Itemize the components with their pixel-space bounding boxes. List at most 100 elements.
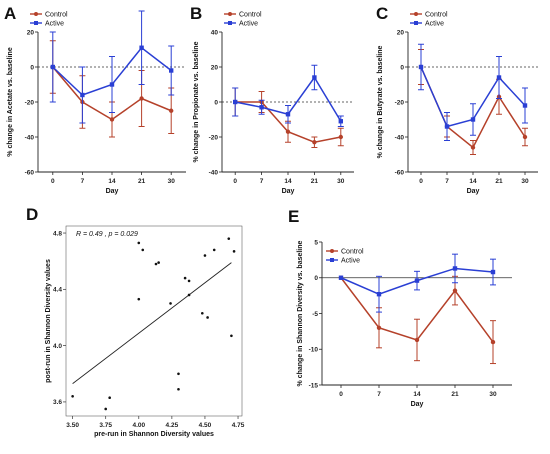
x-axis-title: Day	[106, 188, 119, 195]
scatter-point	[232, 250, 236, 253]
y-tick-label: 4.4	[53, 287, 62, 294]
data-point	[414, 278, 420, 283]
x-tick-label: 3.75	[99, 422, 112, 429]
legend-label: Control	[45, 12, 68, 19]
panel-label-b: B	[190, 4, 202, 23]
data-point	[169, 108, 174, 113]
x-tick-label: 7	[81, 178, 85, 185]
y-tick-label: 0	[30, 64, 34, 71]
x-axis-title: Day	[411, 401, 424, 408]
y-tick-label: 0	[314, 275, 318, 282]
x-tick-label: 21	[451, 391, 459, 398]
chart-shannon-scatter: 3.6 4.0 4.4 4.8 3.50 3.75 4.00 4.25 4.50 4.75 pre-…	[45, 225, 245, 438]
data-point	[139, 96, 144, 101]
scatter-point	[169, 302, 172, 305]
x-tick-label: 14	[413, 391, 421, 398]
x-tick-label: 4.25	[166, 422, 179, 429]
scatter-point	[201, 311, 204, 315]
panel-label-e: E	[288, 207, 299, 226]
chart-propionate: -40 -20 0 20 40 0 7 14 21 30 Day % change in Propio…	[193, 12, 354, 195]
y-tick-label: 20	[397, 29, 405, 36]
scatter-point	[203, 254, 207, 257]
x-tick-label: 21	[311, 178, 319, 185]
x-axis-title: pre-run in Shannon Diversity values	[94, 431, 214, 438]
data-point	[376, 291, 382, 297]
data-point	[376, 325, 382, 330]
x-tick-label: 3.50	[66, 422, 79, 429]
y-tick-label: -10	[309, 347, 319, 354]
series-control	[418, 49, 528, 155]
scatter-point	[212, 248, 216, 252]
y-tick-label: -20	[25, 99, 35, 106]
chart-butyrate: -60 -40 -20 0 20 0 7 14 21 30 Day % change in Butyr…	[377, 12, 538, 195]
legend-label: Control	[425, 12, 448, 19]
legend-label: Active	[45, 21, 64, 28]
scatter-point	[230, 334, 233, 338]
legend-marker	[414, 12, 418, 16]
y-tick-label: 5	[314, 239, 318, 246]
y-tick-label: -60	[25, 169, 35, 176]
data-point	[522, 103, 528, 108]
y-axis-title: post-run in Shannon Diversity values	[45, 259, 52, 383]
y-axis-title: % change in Butyrate vs. baseline	[377, 45, 384, 158]
scatter-point	[104, 407, 107, 411]
scatter-point	[187, 293, 191, 297]
legend-marker	[34, 12, 38, 16]
scatter-point	[71, 394, 74, 398]
scatter-point	[157, 261, 160, 264]
y-tick-label: -5	[312, 311, 318, 318]
data-point	[109, 82, 115, 87]
chart-acetate: -60 -40 -20 0 20 0 7 14 21 30 Day % change in Aceta…	[7, 10, 186, 195]
data-point	[414, 337, 420, 343]
data-point	[285, 112, 291, 117]
data-point	[285, 129, 291, 134]
data-point	[259, 105, 264, 110]
x-tick-label: 21	[495, 178, 503, 185]
x-tick-label: 21	[138, 178, 146, 185]
x-axis-title: Day	[282, 188, 295, 195]
correlation-annotation: R = 0.49 , p = 0.029	[76, 231, 138, 238]
data-point	[80, 92, 85, 98]
x-tick-label: 4.00	[132, 422, 145, 429]
legend-label: Active	[425, 21, 444, 28]
y-tick-label: 0	[214, 99, 218, 106]
y-tick-label: 3.6	[53, 399, 62, 406]
legend-label: Active	[239, 21, 258, 28]
data-point	[418, 64, 424, 70]
x-tick-label: 30	[521, 178, 529, 185]
data-point	[470, 145, 476, 150]
scatter-point	[187, 279, 191, 283]
legend-marker	[228, 21, 232, 25]
scatter-point	[177, 387, 180, 391]
x-tick-label: 7	[377, 391, 381, 398]
series-control	[338, 275, 496, 365]
x-tick-label: 0	[51, 178, 55, 185]
x-tick-label: 7	[260, 178, 264, 185]
x-tick-label: 14	[284, 178, 292, 185]
legend-marker	[414, 21, 418, 25]
data-point	[444, 124, 450, 129]
data-point	[452, 288, 458, 293]
y-axis-title: % change in Propionate vs. baseline	[193, 41, 200, 162]
data-point	[338, 134, 343, 140]
panel-label-d: D	[26, 205, 38, 224]
y-tick-label: -40	[25, 134, 35, 141]
scatter-point	[177, 372, 180, 376]
x-tick-label: 7	[445, 178, 449, 185]
data-point	[50, 64, 55, 70]
legend-marker	[34, 21, 38, 25]
y-tick-label: -40	[395, 134, 405, 141]
scatter-point	[183, 276, 187, 280]
x-axis-title: Day	[467, 188, 480, 195]
y-tick-label: 4.0	[53, 343, 62, 350]
x-tick-label: 0	[233, 178, 237, 185]
y-axis-title: % change in Acetate vs. baseline	[7, 47, 14, 157]
y-tick-label: -15	[309, 382, 319, 389]
y-axis-title: % change in Shannon Diversity vs. baseli…	[297, 240, 304, 386]
x-tick-label: 0	[339, 391, 343, 398]
scatter-point	[227, 237, 231, 240]
legend-label: Active	[341, 258, 360, 265]
data-point	[522, 134, 528, 140]
x-tick-label: 4.75	[232, 422, 245, 429]
